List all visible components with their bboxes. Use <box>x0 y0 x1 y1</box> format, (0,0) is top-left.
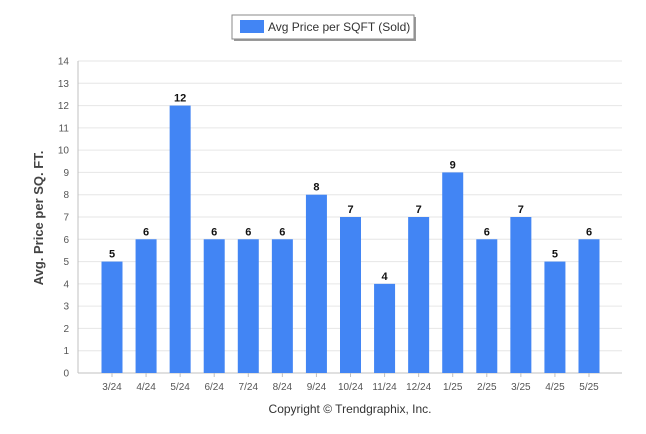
y-tick-label: 9 <box>63 168 69 179</box>
bar <box>340 217 361 373</box>
y-tick-label: 10 <box>58 146 70 157</box>
x-tick-label: 3/25 <box>511 382 531 393</box>
y-tick-label: 6 <box>63 235 69 246</box>
data-label: 12 <box>174 93 186 105</box>
data-label: 7 <box>347 204 353 216</box>
data-label: 5 <box>109 249 115 261</box>
copyright-text: Copyright © Trendgraphix, Inc. <box>269 402 432 416</box>
bar <box>203 239 225 373</box>
bar <box>374 283 396 373</box>
y-tick-label: 7 <box>63 213 69 224</box>
legend-swatch <box>240 20 264 33</box>
y-tick-label: 13 <box>58 79 70 90</box>
bar <box>510 217 532 373</box>
x-tick-label: 7/24 <box>239 382 259 393</box>
bar <box>101 261 123 373</box>
data-label: 6 <box>484 226 490 238</box>
data-label: 8 <box>313 182 319 194</box>
data-label: 6 <box>279 226 285 238</box>
data-label: 7 <box>416 204 422 216</box>
x-tick-label: 2/25 <box>477 382 497 393</box>
data-label: 7 <box>518 204 524 216</box>
x-tick-label: 5/25 <box>579 382 599 393</box>
data-label: 4 <box>382 271 389 283</box>
y-tick-label: 14 <box>58 57 70 68</box>
y-tick-label: 4 <box>63 279 69 290</box>
bar <box>578 239 600 373</box>
bar <box>442 172 464 373</box>
bar <box>237 239 259 373</box>
data-label: 6 <box>143 226 149 238</box>
y-tick-label: 1 <box>63 346 69 357</box>
bar <box>271 239 293 373</box>
x-tick-label: 8/24 <box>273 382 293 393</box>
x-tick-label: 1/25 <box>443 382 463 393</box>
bar <box>169 105 191 374</box>
x-tick-label: 9/24 <box>307 382 327 393</box>
x-tick-label: 5/24 <box>170 382 190 393</box>
bar <box>135 239 157 373</box>
x-tick-label: 3/24 <box>102 382 122 393</box>
x-tick-label: 10/24 <box>338 382 363 393</box>
legend-label: Avg Price per SQFT (Sold) <box>268 20 410 34</box>
data-label: 9 <box>450 159 456 171</box>
bars <box>101 105 600 374</box>
y-tick-label: 8 <box>63 190 69 201</box>
x-tick-label: 4/25 <box>545 382 565 393</box>
x-tick-label: 4/24 <box>136 382 156 393</box>
data-label: 6 <box>586 226 592 238</box>
bar <box>544 261 566 373</box>
y-tick-label: 3 <box>63 302 69 313</box>
data-label: 6 <box>245 226 251 238</box>
bar <box>305 194 327 373</box>
y-axis-title: Avg. Price per SQ. FT. <box>31 151 46 286</box>
x-tick-labels: 3/24 4/24 5/24 6/24 7/24 8/24 9/24 10/24 11/24 12… <box>102 382 599 393</box>
data-label: 5 <box>552 249 558 261</box>
y-tick-label: 12 <box>58 101 70 112</box>
y-tick-label: 2 <box>63 324 69 335</box>
x-tick-label: 6/24 <box>204 382 224 393</box>
x-tick-label: 12/24 <box>406 382 431 393</box>
data-labels: 5 6 12 6 6 6 8 7 4 7 9 6 7 5 6 <box>109 93 592 283</box>
y-tick-label: 0 <box>63 369 69 380</box>
data-label: 6 <box>211 226 217 238</box>
x-tick-label: 11/24 <box>372 382 397 393</box>
bar <box>476 239 498 373</box>
legend: Avg Price per SQFT (Sold) <box>231 14 416 41</box>
bar <box>408 217 430 373</box>
y-tick-label: 11 <box>59 123 70 134</box>
y-tick-label: 5 <box>63 257 69 268</box>
